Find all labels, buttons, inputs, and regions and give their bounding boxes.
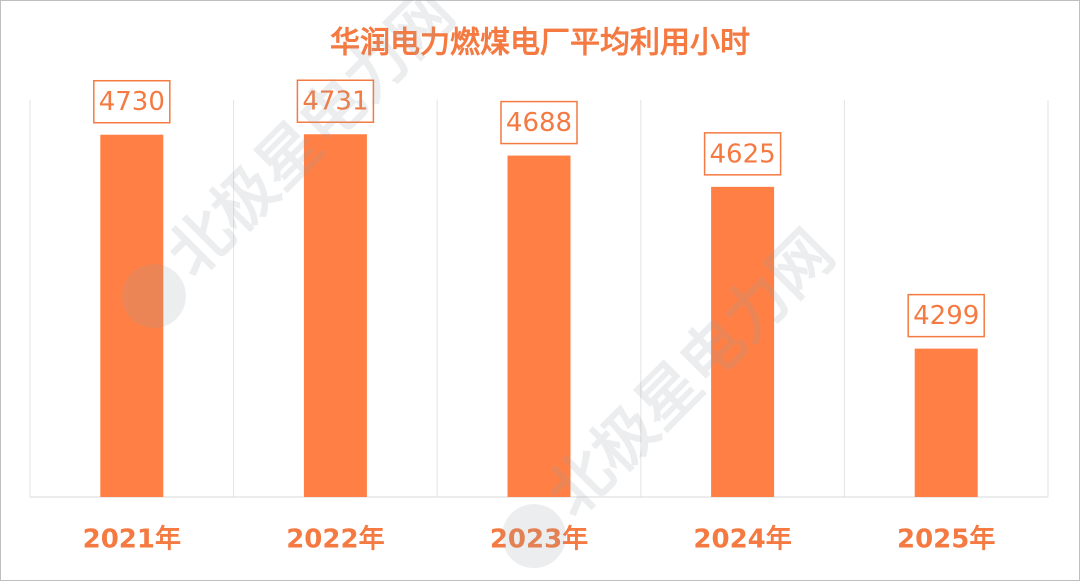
watermark-logo bbox=[121, 264, 186, 329]
data-label: 4730 bbox=[99, 87, 165, 117]
bar bbox=[303, 134, 367, 497]
x-tick-label: 2022年 bbox=[286, 524, 384, 555]
label-box bbox=[500, 100, 578, 145]
label-box bbox=[907, 293, 985, 338]
x-tick-label: 2023年 bbox=[490, 524, 588, 555]
chart-title: 华润电力燃煤电厂平均利用小时 bbox=[330, 26, 750, 61]
bar bbox=[507, 155, 571, 497]
data-label: 4731 bbox=[302, 87, 368, 117]
watermark-logo bbox=[501, 504, 566, 569]
x-tick-label: 2025年 bbox=[897, 524, 995, 555]
bar bbox=[711, 186, 775, 497]
bar bbox=[914, 348, 978, 497]
data-label: 4299 bbox=[913, 301, 979, 331]
x-tick-label: 2021年 bbox=[83, 524, 181, 555]
label-box bbox=[93, 79, 171, 124]
x-tick-label: 2024年 bbox=[693, 524, 791, 555]
label-box bbox=[296, 79, 375, 123]
data-label: 4688 bbox=[506, 108, 572, 138]
bar bbox=[100, 134, 164, 498]
data-label: 4625 bbox=[710, 139, 776, 169]
label-box bbox=[703, 132, 782, 176]
